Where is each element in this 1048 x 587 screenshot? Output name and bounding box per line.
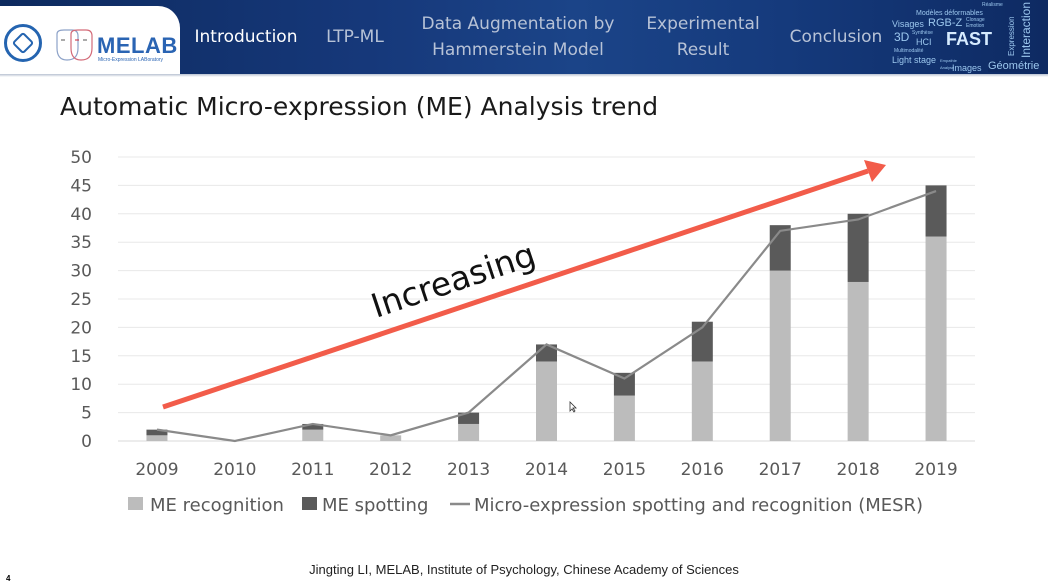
wc-word: Réalisme (982, 2, 1003, 8)
legend-swatch-me-spotting (302, 497, 317, 510)
slide-footer: Jingting LI, MELAB, Institute of Psychol… (309, 562, 739, 577)
melab-logo-text: MELAB (97, 33, 178, 58)
wc-word: Multimodalité (894, 48, 924, 54)
nav-experimental-result-line1: Experimental (646, 14, 760, 34)
y-tick-label: 0 (81, 432, 92, 452)
institute-seal-icon (4, 24, 42, 62)
page-number: 4 (6, 574, 11, 583)
y-tick-label: 30 (70, 262, 92, 282)
nav-conclusion[interactable]: Conclusion (789, 27, 883, 47)
nav-introduction[interactable]: Introduction (194, 27, 298, 47)
y-tick-label: 20 (70, 318, 92, 338)
x-tick-label: 2011 (291, 460, 334, 480)
wc-word: FAST (946, 29, 993, 49)
bar-me-recognition (536, 361, 557, 441)
bar-me-spotting (613, 372, 635, 396)
bar-me-recognition (769, 270, 791, 441)
wc-word: HCI (916, 37, 932, 47)
y-tick-label: 15 (70, 347, 92, 367)
y-tick-label: 50 (70, 148, 92, 168)
trend-arrow-head (864, 160, 886, 182)
nav-experimental-result[interactable]: Experimental Result (636, 11, 770, 63)
bar-me-spotting (847, 213, 869, 282)
bar-me-recognition (691, 361, 713, 441)
bar-me-spotting (302, 423, 324, 430)
wc-word: Light stage (892, 55, 937, 65)
wc-word: Images (952, 63, 982, 73)
wc-word: RGB-Z (928, 17, 963, 29)
y-tick-label: 45 (70, 176, 92, 196)
trend-arrow-shaft (162, 168, 869, 410)
nav-experimental-result-line2: Result (676, 40, 730, 60)
y-tick-label: 10 (70, 375, 92, 395)
x-tick-label: 2013 (447, 460, 490, 480)
bar-me-recognition (847, 281, 869, 441)
x-tick-label: 2010 (213, 460, 256, 480)
y-tick-label: 25 (70, 290, 92, 310)
wc-word: Emotion (966, 23, 985, 29)
wc-word: Visages (892, 19, 924, 29)
nav-data-augmentation-line1: Data Augmentation by (421, 14, 615, 34)
bar-me-recognition (380, 435, 402, 441)
y-tick-label: 35 (70, 233, 92, 253)
bar-me-recognition (613, 395, 635, 441)
x-tick-label: 2009 (135, 460, 178, 480)
x-tick-label: 2019 (914, 460, 957, 480)
x-tick-label: 2014 (525, 460, 568, 480)
bar-me-recognition (925, 236, 947, 441)
slide-title: Automatic Micro-expression (ME) Analysis… (60, 92, 659, 121)
bar-me-spotting (146, 429, 168, 436)
y-tick-label: 5 (81, 404, 92, 424)
nav-data-augmentation[interactable]: Data Augmentation by Hammerstein Model (410, 11, 626, 63)
legend-swatch-me-recognition (128, 497, 143, 510)
bar-me-recognition (146, 435, 168, 441)
x-tick-label: 2012 (369, 460, 412, 480)
legend-label-mesr: Micro-expression spotting and recognitio… (474, 495, 923, 516)
y-tick-label: 40 (70, 205, 92, 225)
mouse-cursor-icon (569, 401, 577, 413)
bar-me-spotting (925, 185, 947, 237)
nav-ltp-ml[interactable]: LTP-ML (326, 27, 384, 47)
wc-word: 3D (894, 30, 910, 44)
melab-logo-subtitle: Micro-Expression LABoratory (98, 57, 164, 63)
bar-me-recognition (458, 423, 480, 441)
x-tick-label: 2016 (681, 460, 724, 480)
wc-word: Analyse (940, 65, 955, 70)
legend-label-me-spotting: ME spotting (322, 495, 428, 516)
x-tick-label: 2015 (603, 460, 646, 480)
wc-word: Clonage (966, 17, 985, 23)
x-tick-label: 2018 (837, 460, 880, 480)
bar-me-spotting (458, 412, 480, 424)
x-tick-label: 2017 (759, 460, 802, 480)
wc-word: Synthèse (912, 30, 933, 36)
logo-panel: MELAB Micro-Expression LABoratory (0, 6, 180, 74)
legend-label-me-recognition: ME recognition (150, 495, 284, 516)
line-mesr (156, 190, 937, 443)
bar-me-recognition (302, 429, 324, 441)
faces-logo-icon (56, 29, 93, 61)
wc-word: Géométrie (988, 60, 1040, 72)
wc-word: Modèles déformables (916, 10, 983, 17)
nav-data-augmentation-line2: Hammerstein Model (432, 40, 604, 60)
wc-word: Empathie (940, 58, 957, 63)
header-divider (0, 74, 1048, 77)
keyword-wordcloud: Réalisme Modèles déformables Visages RGB… (890, 0, 1048, 74)
